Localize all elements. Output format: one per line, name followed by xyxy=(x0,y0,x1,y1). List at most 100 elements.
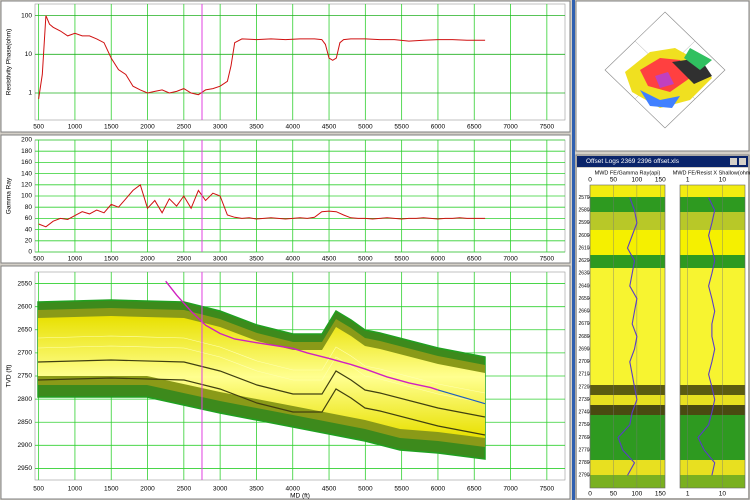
x-tick-label: 6000 xyxy=(431,256,446,263)
x-tick-label: 6500 xyxy=(467,256,482,263)
depth-label: 2750 xyxy=(578,422,589,428)
depth-label: 2580 xyxy=(578,208,589,214)
x-tick-label: 5500 xyxy=(394,256,409,263)
x-tick-label: 1000 xyxy=(68,124,83,131)
y-tick-label: 180 xyxy=(21,148,32,155)
depth-label: 2620 xyxy=(578,258,589,264)
depth-label: 2690 xyxy=(578,346,589,352)
y-tick-label: 2850 xyxy=(18,419,33,426)
x-tick-label: 4500 xyxy=(322,486,337,493)
track-bands xyxy=(590,185,665,488)
y-tick-label: 0 xyxy=(28,249,32,256)
x-tick-label: 1500 xyxy=(104,124,119,131)
x-tick-label: 500 xyxy=(33,486,44,493)
depth-label: 2680 xyxy=(578,334,589,340)
x-tick-label: 1000 xyxy=(68,486,83,493)
x-tick-label: 3000 xyxy=(213,256,228,263)
depth-label: 2660 xyxy=(578,309,589,315)
y-tick-label: 160 xyxy=(21,159,32,166)
window-title: Offset Logs 2369 2396 offset.xls xyxy=(586,158,680,165)
x-tick-label: 50 xyxy=(610,491,618,498)
y-tick-label: 2600 xyxy=(18,303,33,310)
data-line xyxy=(38,183,486,228)
x-tick-label: 4000 xyxy=(286,486,301,493)
x-tick-label: 6000 xyxy=(431,486,446,493)
x-tick-label: 2000 xyxy=(140,124,155,131)
x-tick-label: 3500 xyxy=(249,486,264,493)
x-tick-label: 7500 xyxy=(540,486,555,493)
x-tick-label: 5500 xyxy=(394,124,409,131)
x-tick-label: 5000 xyxy=(358,486,373,493)
x-tick-label: 6500 xyxy=(467,124,482,131)
x-tick-label: 150 xyxy=(655,491,666,498)
x-tick-label: 6500 xyxy=(467,486,482,493)
x-tick-label: 3500 xyxy=(249,124,264,131)
depth-label: 2640 xyxy=(578,283,589,289)
x-tick-label: 500 xyxy=(33,256,44,263)
y-tick-label: 2650 xyxy=(18,326,33,333)
y-tick-label: 100 xyxy=(21,193,32,200)
data-line xyxy=(38,15,486,100)
x-tick-label: 1 xyxy=(686,491,690,498)
y-tick-label: 200 xyxy=(21,137,32,144)
depth-label: 2610 xyxy=(578,245,589,251)
y-tick-label: 60 xyxy=(25,215,33,222)
depth-label: 2720 xyxy=(578,384,589,390)
x-tick-label: 7500 xyxy=(540,124,555,131)
well-projection xyxy=(437,389,486,405)
track-bands xyxy=(680,185,745,488)
depth-label: 2780 xyxy=(578,460,589,466)
plot-area xyxy=(34,3,566,121)
depth-label: 2740 xyxy=(578,410,589,416)
x-tick-label: 2500 xyxy=(177,486,192,493)
x-axis-label: MD (ft) xyxy=(290,493,310,500)
y-tick-label: 100 xyxy=(21,12,32,19)
x-tick-label: 10 xyxy=(719,491,727,498)
x-tick-label: 0 xyxy=(588,491,592,498)
depth-label: 2700 xyxy=(578,359,589,365)
x-tick-label: 0 xyxy=(588,177,592,184)
y-tick-label: 2550 xyxy=(18,280,33,287)
y-axis-label: TVD (ft) xyxy=(6,365,13,388)
x-tick-label: 2000 xyxy=(140,256,155,263)
x-tick-label: 7000 xyxy=(503,124,518,131)
x-tick-label: 150 xyxy=(655,177,666,184)
log-curve xyxy=(617,197,638,476)
depth-label: 2670 xyxy=(578,321,589,327)
x-tick-label: 4500 xyxy=(322,124,337,131)
x-tick-label: 5000 xyxy=(358,124,373,131)
y-tick-label: 2950 xyxy=(18,465,33,472)
y-tick-label: 1 xyxy=(28,90,32,97)
depth-label: 2770 xyxy=(578,447,589,453)
track-title: MWD FE/Gamma Ray(api) xyxy=(595,170,661,176)
y-tick-label: 2800 xyxy=(18,396,33,403)
x-tick-label: 4500 xyxy=(322,256,337,263)
x-tick-label: 1500 xyxy=(104,486,119,493)
x-tick-label: 7500 xyxy=(540,256,555,263)
y-tick-label: 120 xyxy=(21,182,32,189)
minimize-button[interactable] xyxy=(730,158,737,165)
depth-label: 2650 xyxy=(578,296,589,302)
depth-label: 2760 xyxy=(578,435,589,441)
y-axis-label: Gamma Ray xyxy=(6,177,13,214)
3d-surface xyxy=(604,11,726,129)
depth-label: 2590 xyxy=(578,220,589,226)
y-tick-label: 80 xyxy=(25,204,33,211)
window-titlebar[interactable] xyxy=(577,156,748,167)
x-tick-label: 2000 xyxy=(140,486,155,493)
y-tick-label: 2900 xyxy=(18,442,33,449)
depth-label: 2730 xyxy=(578,397,589,403)
x-tick-label: 7000 xyxy=(503,486,518,493)
x-tick-label: 2500 xyxy=(177,124,192,131)
depth-label: 2570 xyxy=(578,195,589,201)
y-tick-label: 2700 xyxy=(18,350,33,357)
splitter[interactable] xyxy=(572,0,575,500)
x-tick-label: 3500 xyxy=(249,256,264,263)
x-tick-label: 100 xyxy=(631,491,642,498)
x-tick-label: 6000 xyxy=(431,124,446,131)
y-axis-label: Resistivity Phase(ohm) xyxy=(6,29,13,95)
x-tick-label: 50 xyxy=(610,177,618,184)
x-tick-label: 5000 xyxy=(358,256,373,263)
close-button[interactable] xyxy=(739,158,746,165)
